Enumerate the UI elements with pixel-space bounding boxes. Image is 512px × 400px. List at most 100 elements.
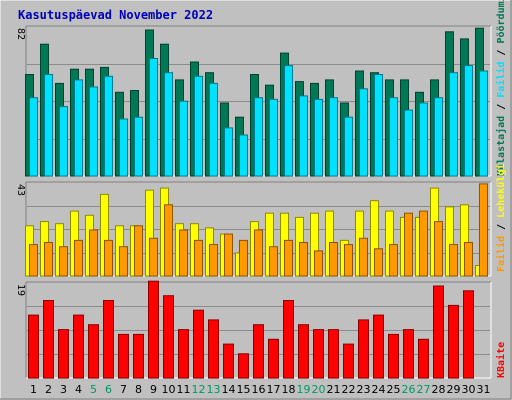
bar-files-day-23 [359,237,368,277]
bar-files-day-26 [404,212,413,277]
legend-visits: Külastajad [495,116,507,176]
bar-kbytes-day-11 [178,329,189,379]
x-tick-label-day-1: 1 [30,383,37,396]
bar-pages-day-25 [389,97,398,177]
x-tick-label-day-4: 4 [75,383,82,396]
bar-kbytes-day-2 [43,300,54,379]
bar-files-day-3 [59,246,68,277]
legend-pages-middle: Lehekülgi [495,164,507,218]
x-tick-label-day-12: 12 [192,383,206,396]
bar-kbytes-day-6 [103,300,114,379]
x-tick-label-day-20: 20 [312,383,326,396]
bar-pages-day-16 [254,97,263,177]
bar-kbytes-day-8 [133,333,144,379]
bar-pages-day-17 [269,98,278,177]
bar-kbytes-day-28 [433,285,444,379]
bar-pages-day-31 [479,70,488,177]
bar-pages-day-1 [29,97,38,177]
x-tick-label-day-29: 29 [447,383,461,396]
bar-pages-day-9 [149,58,158,177]
bar-files-day-17 [269,246,278,277]
bar-files-day-31 [479,183,488,277]
bar-pages-day-10 [164,72,173,177]
x-tick-label-day-7: 7 [120,383,127,396]
x-tick-label-day-3: 3 [60,383,67,396]
bar-kbytes-day-23 [358,319,369,379]
bar-files-day-30 [464,242,473,277]
bar-files-day-27 [419,210,428,277]
bar-pages-day-26 [404,109,413,177]
y-max-tick-label: 19 [15,284,26,296]
bar-pages-day-23 [359,88,368,177]
chart-title: Kasutuspäevad November 2022 [18,8,213,22]
bar-kbytes-day-29 [448,304,459,379]
bar-kbytes-day-26 [403,329,414,379]
bar-files-day-11 [179,229,188,277]
bar-pages-day-29 [449,72,458,177]
legend-files: Failid [495,62,507,98]
bar-pages-day-2 [44,74,53,177]
bar-files-day-28 [434,221,443,277]
bar-kbytes-day-18 [283,300,294,379]
bar-kbytes-day-3 [58,329,69,379]
x-tick-label-day-8: 8 [135,383,142,396]
bar-files-day-14 [224,233,233,277]
bar-pages-day-22 [344,116,353,177]
bar-files-day-12 [194,239,203,277]
y-max-tick-label: 82 [15,28,26,40]
x-tick-label-day-31: 31 [477,383,491,396]
bar-kbytes-day-20 [313,329,324,379]
legend-hits-top: Pöördumisi [495,0,507,44]
bar-pages-day-19 [299,95,308,177]
bar-pages-day-4 [74,79,83,177]
bar-files-day-16 [254,229,263,277]
legend-middle-panel: Failid / Lehekülgi [495,164,507,272]
x-tick-label-day-27: 27 [417,383,431,396]
bar-files-day-21 [329,242,338,277]
legend-separator: / [496,44,507,62]
bar-files-day-13 [209,244,218,277]
bar-kbytes-day-21 [328,329,339,379]
x-tick-label-day-9: 9 [150,383,157,396]
x-tick-label-day-22: 22 [342,383,356,396]
bar-files-day-5 [89,229,98,277]
bar-files-day-15 [239,239,248,277]
x-tick-label-day-11: 11 [177,383,191,396]
x-tick-label-day-25: 25 [387,383,401,396]
bar-pages-day-5 [89,86,98,177]
bar-pages-day-21 [329,97,338,177]
bar-files-day-10 [164,204,173,277]
x-tick-label-day-6: 6 [105,383,112,396]
bar-files-day-24 [374,248,383,277]
bar-files-day-25 [389,244,398,277]
bar-files-day-2 [44,242,53,277]
x-tick-label-day-16: 16 [252,383,266,396]
x-tick-label-day-21: 21 [327,383,341,396]
x-tick-label-day-17: 17 [267,383,281,396]
bar-kbytes-day-17 [268,338,279,379]
bar-pages-day-13 [209,82,218,177]
x-tick-label-day-2: 2 [45,383,52,396]
legend-bottom-panel: KBaite [495,342,507,378]
bar-pages-day-12 [194,75,203,177]
x-tick-label-day-14: 14 [222,383,236,396]
bar-files-day-22 [344,244,353,277]
bar-kbytes-day-7 [118,333,129,379]
bar-pages-day-14 [224,127,233,177]
bar-pages-day-27 [419,102,428,177]
bar-pages-day-18 [284,65,293,177]
bar-kbytes-day-15 [238,353,249,379]
bar-pages-day-20 [314,98,323,177]
legend-separator: / [496,218,507,236]
bar-kbytes-day-30 [463,290,474,379]
bar-pages-day-24 [374,74,383,177]
bar-kbytes-day-19 [298,324,309,379]
bar-files-day-8 [134,225,143,277]
bar-pages-day-8 [134,116,143,177]
bar-pages-day-11 [179,100,188,177]
bar-kbytes-day-5 [88,324,99,379]
x-tick-label-day-5: 5 [90,383,97,396]
bar-files-day-9 [149,237,158,277]
